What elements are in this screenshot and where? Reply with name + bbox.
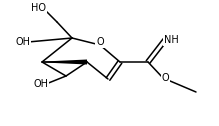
Text: OH: OH	[33, 79, 48, 89]
Text: NH: NH	[164, 35, 179, 45]
Text: HO: HO	[31, 3, 46, 13]
Polygon shape	[42, 59, 87, 65]
Text: O: O	[162, 73, 170, 83]
Text: O: O	[96, 37, 104, 47]
Text: OH: OH	[15, 37, 30, 47]
